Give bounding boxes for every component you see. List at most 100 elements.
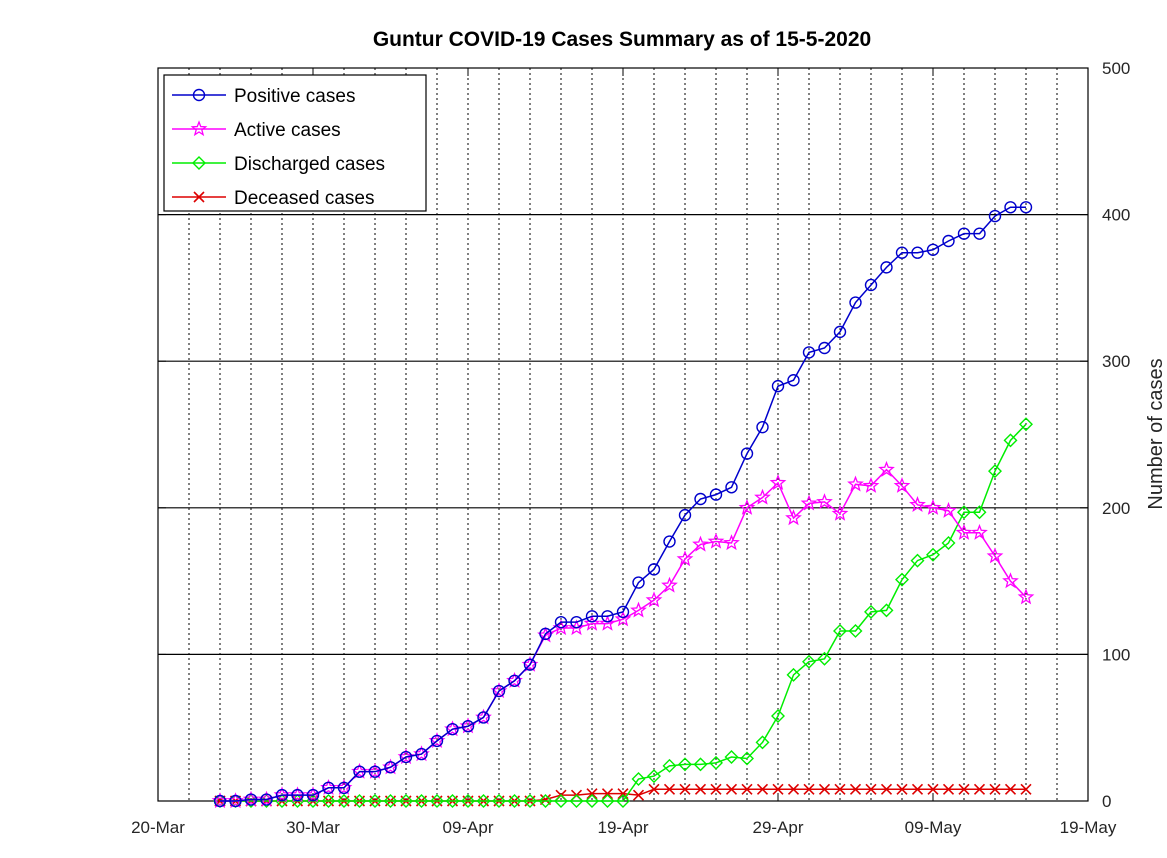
data-point-positive-cases <box>585 610 599 623</box>
data-point-positive-cases <box>632 576 645 589</box>
data-point-discharged-cases <box>445 794 460 808</box>
data-point-active-cases <box>909 496 926 512</box>
data-point-discharged-cases <box>755 735 770 750</box>
data-point-positive-cases <box>260 793 273 806</box>
data-point-discharged-cases <box>926 547 940 562</box>
data-point-deceased-cases <box>942 783 955 795</box>
legend-marker-deceased-cases <box>193 191 205 203</box>
data-point-positive-cases <box>337 781 351 795</box>
x-tick-label: 19-Apr <box>597 818 648 837</box>
data-point-deceased-cases <box>989 783 1001 795</box>
y-tick-label: 400 <box>1102 206 1130 225</box>
data-point-discharged-cases <box>647 769 661 784</box>
y-axis-label: Number of cases <box>1145 358 1167 509</box>
data-point-deceased-cases <box>1004 783 1017 795</box>
data-point-active-cases <box>1002 572 1019 589</box>
data-point-positive-cases <box>291 788 304 802</box>
data-point-active-cases <box>800 494 818 511</box>
data-point-discharged-cases <box>538 794 553 808</box>
data-point-deceased-cases <box>787 783 800 795</box>
data-point-positive-cases <box>523 658 537 671</box>
data-point-active-cases <box>692 535 709 552</box>
data-point-deceased-cases <box>1020 783 1032 795</box>
data-point-active-cases <box>723 534 740 551</box>
legend-label: Discharged cases <box>234 154 385 175</box>
legend-label: Active cases <box>234 120 341 141</box>
data-point-positive-cases <box>508 674 521 687</box>
data-point-discharged-cases <box>585 794 599 808</box>
data-point-discharged-cases <box>337 794 351 808</box>
data-point-positive-cases <box>740 447 754 460</box>
data-point-discharged-cases <box>895 572 909 587</box>
data-point-active-cases <box>831 504 849 521</box>
data-point-positive-cases <box>880 261 893 274</box>
data-point-deceased-cases <box>632 789 645 801</box>
x-tick-label: 09-May <box>905 818 962 837</box>
data-point-active-cases <box>893 477 911 493</box>
data-point-discharged-cases <box>430 794 444 808</box>
data-point-discharged-cases <box>833 623 847 638</box>
data-point-discharged-cases <box>802 654 816 669</box>
data-point-positive-cases <box>229 794 242 808</box>
data-point-positive-cases <box>988 209 1002 223</box>
legend-item-positive-cases: Positive cases <box>172 86 355 107</box>
data-point-positive-cases <box>461 720 475 733</box>
data-point-positive-cases <box>306 788 320 802</box>
y-tick-label: 100 <box>1102 645 1130 664</box>
legend-marker-discharged-cases <box>192 156 206 170</box>
data-point-deceased-cases <box>880 783 893 795</box>
legend-box <box>163 74 427 212</box>
y-tick-label: 500 <box>1102 59 1130 78</box>
data-point-positive-cases <box>353 765 366 778</box>
x-tick-label: 20-Mar <box>131 818 185 837</box>
data-point-discharged-cases <box>616 794 630 808</box>
data-point-deceased-cases <box>911 783 924 795</box>
data-point-discharged-cases <box>399 794 413 808</box>
series-line-positive-cases <box>220 206 1026 802</box>
legend-item-active-cases: Active cases <box>172 120 341 141</box>
legend-item-deceased-cases: Deceased cases <box>172 188 374 209</box>
data-point-discharged-cases <box>678 757 692 772</box>
series-discharged-cases <box>213 417 1033 808</box>
data-point-positive-cases <box>725 481 738 494</box>
data-point-discharged-cases <box>848 623 863 638</box>
data-point-active-cases <box>986 547 1004 564</box>
data-point-deceased-cases <box>756 783 769 795</box>
data-point-active-cases <box>676 550 694 567</box>
data-point-active-cases <box>862 477 880 493</box>
axis-ticks: 0 100 200 300 400 500 20-Mar 30-Mar 09-Apr 19-Apr… <box>131 59 1130 837</box>
data-point-discharged-cases <box>352 794 367 808</box>
data-point-active-cases <box>738 498 756 515</box>
data-point-active-cases <box>707 532 725 549</box>
data-point-positive-cases <box>864 278 878 292</box>
data-point-active-cases <box>599 614 616 631</box>
data-point-discharged-cases <box>631 772 646 786</box>
data-point-deceased-cases <box>896 783 908 795</box>
data-point-positive-cases <box>802 346 816 359</box>
chart-title: Guntur COVID-19 Cases Summary as of 15-5… <box>373 28 871 51</box>
data-point-discharged-cases <box>972 505 987 520</box>
data-point-discharged-cases <box>864 604 878 619</box>
series-group <box>211 201 1035 809</box>
series-positive-cases <box>213 201 1033 808</box>
legend-label: Positive cases <box>234 86 355 107</box>
data-point-discharged-cases <box>957 505 971 520</box>
data-point-discharged-cases <box>383 794 398 808</box>
data-point-positive-cases <box>647 563 661 576</box>
data-point-active-cases <box>645 591 663 608</box>
data-point-discharged-cases <box>879 603 894 618</box>
data-point-discharged-cases <box>461 794 475 808</box>
data-point-deceased-cases <box>803 783 815 795</box>
data-point-positive-cases <box>322 781 335 795</box>
data-point-deceased-cases <box>865 783 877 795</box>
data-point-positive-cases <box>957 227 971 240</box>
data-point-positive-cases <box>275 788 289 802</box>
data-point-deceased-cases <box>586 788 598 800</box>
data-point-positive-cases <box>942 234 955 248</box>
data-point-active-cases <box>878 460 895 477</box>
data-point-positive-cases <box>818 341 831 355</box>
data-point-active-cases <box>583 614 601 631</box>
data-point-positive-cases <box>616 605 630 619</box>
legend: Positive cases Active cases Discharged cas… <box>163 74 427 212</box>
